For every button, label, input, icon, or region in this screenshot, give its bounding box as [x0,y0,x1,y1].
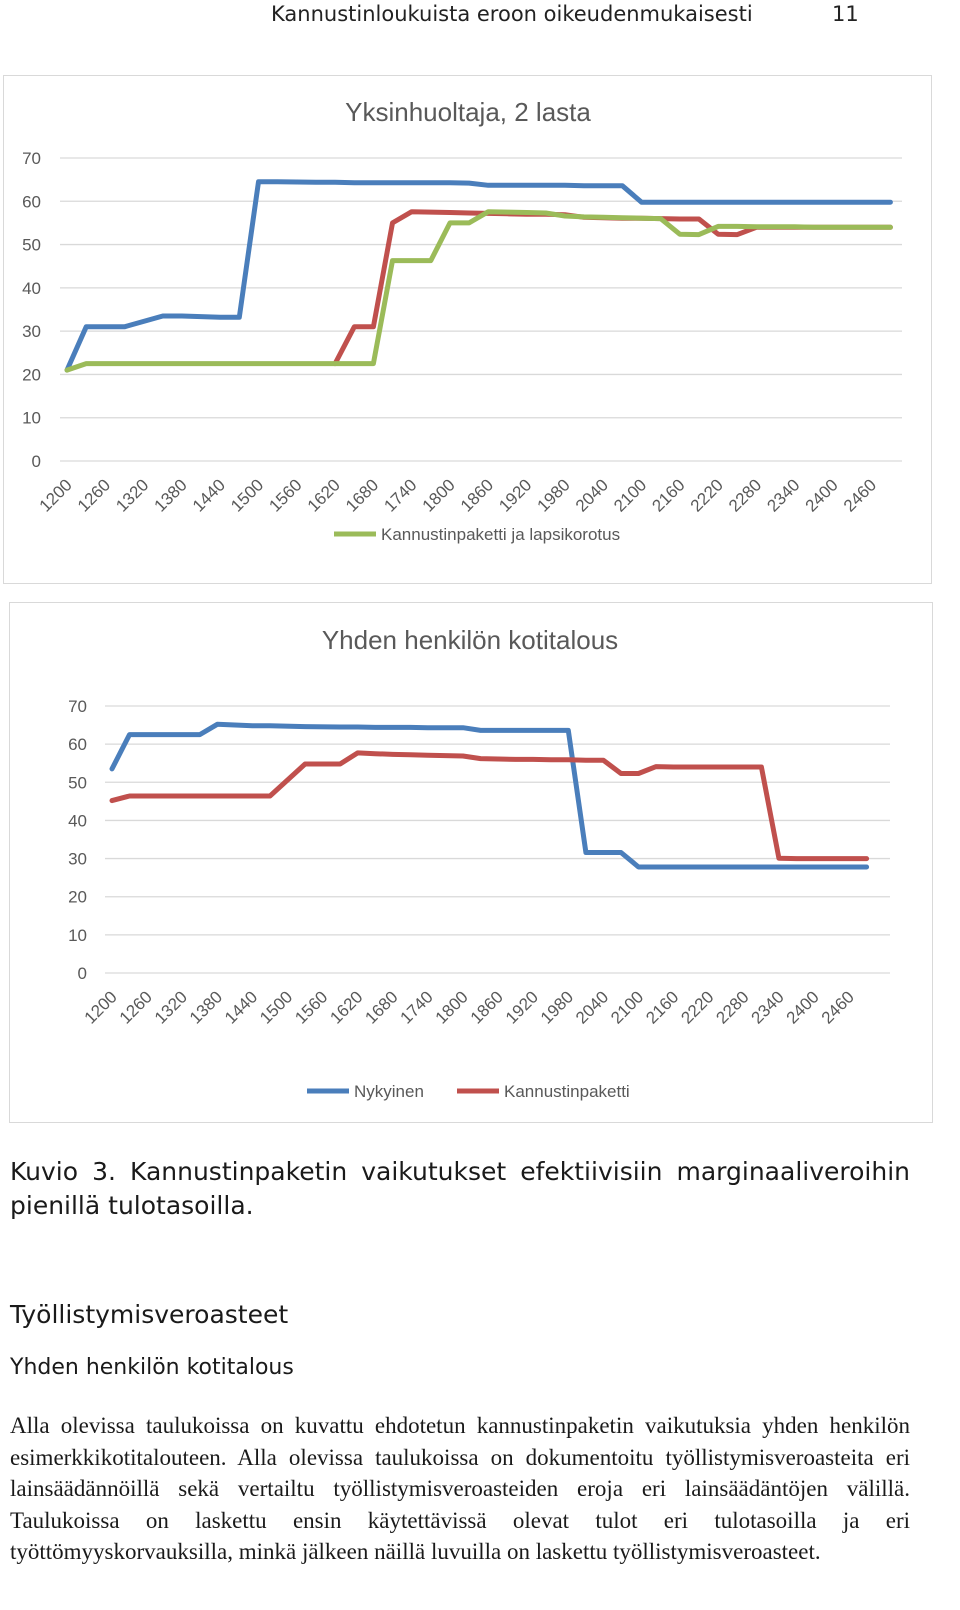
x-tick-label: 1320 [151,987,191,1027]
chart-single-parent: Yksinhuoltaja, 2 lasta 0 10 20 30 40 50 60 70 120… [3,75,932,584]
x-tick-label: 1560 [291,987,331,1027]
series-line-1 [64,179,893,373]
body-paragraph: Alla olevissa taulukoissa on kuvattu ehd… [10,1413,910,1564]
x-tick-label: 1500 [256,987,296,1027]
y-tick-label: 0 [32,452,41,471]
x-tick-label: 1680 [342,475,382,515]
x-tick-label: 1620 [304,475,344,515]
y-tick-label: 50 [22,236,41,255]
x-tick-label: 1560 [265,475,305,515]
legend-label: Kannustinpaketti [504,1082,630,1101]
y-tick-label: 70 [22,149,41,168]
chart-single-parent-svg: Yksinhuoltaja, 2 lasta 0 10 20 30 40 50 60 70 120… [22,97,902,544]
x-tick-label: 1200 [36,475,76,515]
y-tick-label: 40 [22,279,41,298]
x-tick-label: 2160 [642,987,682,1027]
x-tick-label: 2160 [648,475,688,515]
x-tick-label: 1500 [227,475,267,515]
y-tick-label: 50 [68,773,87,792]
x-tick-label: 1980 [537,987,577,1027]
x-tick-label: 1380 [151,475,191,515]
x-tick-label: 2280 [725,475,765,515]
x-tick-label: 2100 [607,987,647,1027]
y-tick-label: 0 [78,964,87,983]
y-tick-label: 20 [22,365,41,384]
chart-title: Yhden henkilön kotitalous [322,625,618,655]
x-tick-label: 2220 [677,987,717,1027]
x-tick-label: 1260 [74,475,114,515]
x-tick-label: 1800 [432,987,472,1027]
section-heading: Työllistymisveroasteet [10,1300,289,1329]
x-tick-label: 1380 [186,987,226,1027]
x-tick-label: 2460 [818,987,858,1027]
x-tick-label: 1740 [380,475,420,515]
y-tick-label: 10 [68,926,87,945]
page-number: 11 [832,2,859,26]
x-tick-label: 1680 [361,987,401,1027]
legend-label: Nykyinen [354,1082,424,1101]
x-tick-label: 1920 [502,987,542,1027]
y-tick-label: 20 [68,888,87,907]
y-tick-label: 10 [22,409,41,428]
x-tick-label: 2460 [840,475,880,515]
figure-caption: Kuvio 3. Kannustinpaketin vaikutukset ef… [10,1157,910,1220]
x-tick-label: 2040 [572,987,612,1027]
y-tick-label: 40 [68,811,87,830]
running-title: Kannustinloukuista eroon oikeudenmukaise… [271,2,753,26]
y-tick-label: 30 [68,850,87,869]
x-tick-label: 1620 [326,987,366,1027]
y-tick-label: 60 [68,735,87,754]
x-tick-label: 2280 [712,987,752,1027]
x-tick-label: 2400 [783,987,823,1027]
x-tick-label: 1860 [467,987,507,1027]
x-tick-label: 2040 [572,475,612,515]
x-tick-label: 1440 [189,475,229,515]
x-tick-label: 1980 [534,475,574,515]
x-tick-label: 2340 [748,987,788,1027]
chart-title: Yksinhuoltaja, 2 lasta [345,97,591,127]
legend-label: Kannustinpaketti ja lapsikorotus [381,525,620,544]
x-tick-label: 2220 [687,475,727,515]
x-tick-label: 1200 [81,987,121,1027]
running-header: Kannustinloukuista eroon oikeudenmukaise… [0,0,960,32]
y-tick-label: 60 [22,192,41,211]
subsection-heading: Yhden henkilön kotitalous [10,1355,294,1380]
x-tick-label: 2340 [763,475,803,515]
chart-single-person-svg: Yhden henkilön kotitalous 0 10 20 30 40 50 60 70… [68,625,890,1101]
x-tick-label: 1860 [457,475,497,515]
series-line-1 [109,721,870,870]
x-tick-label: 1920 [495,475,535,515]
series-line-3 [64,209,893,373]
x-tick-label: 1740 [397,987,437,1027]
x-tick-label: 2100 [610,475,650,515]
series-line-2 [109,750,870,862]
x-tick-label: 1800 [419,475,459,515]
y-tick-label: 70 [68,697,87,716]
chart-single-person: Yhden henkilön kotitalous 0 10 20 30 40 50 60 70… [9,602,933,1123]
y-tick-label: 30 [22,322,41,341]
x-tick-label: 1320 [112,475,152,515]
x-tick-label: 1440 [221,987,261,1027]
x-tick-label: 1260 [116,987,156,1027]
x-tick-label: 2400 [802,475,842,515]
